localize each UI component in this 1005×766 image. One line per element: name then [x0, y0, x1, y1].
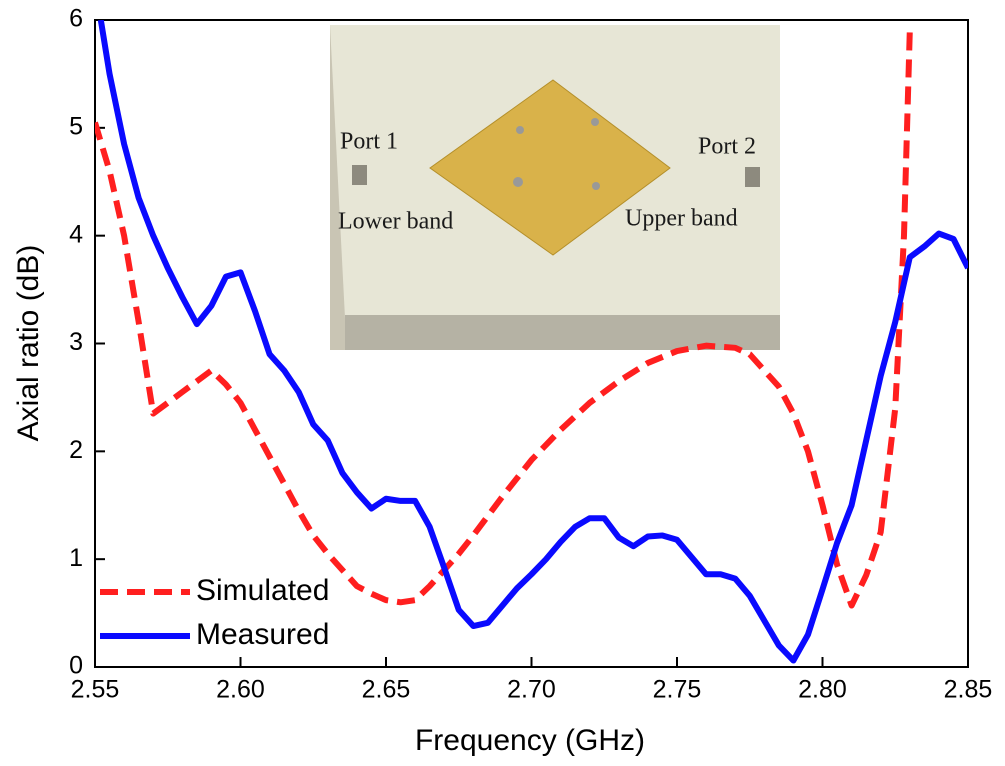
- y-tick-label: 6: [69, 5, 83, 33]
- x-tick-label: 2.70: [507, 676, 556, 704]
- legend-label: Measured: [196, 618, 329, 651]
- y-tick-label: 5: [69, 112, 83, 140]
- plot-area: [95, 20, 968, 664]
- inset-photo: Port 1 Port 2 Lower band Upper band: [330, 25, 780, 350]
- annotation: Port 2: [698, 134, 756, 160]
- x-tick-label: 2.55: [71, 676, 120, 704]
- x-axis-label: Frequency (GHz): [415, 724, 645, 757]
- y-tick-label: 2: [69, 436, 83, 464]
- annotation: Lower band: [338, 209, 453, 235]
- y-tick-label: 4: [69, 220, 83, 248]
- y-tick-label: 3: [69, 328, 83, 356]
- x-tick-label: 2.80: [798, 676, 847, 704]
- y-tick-label: 0: [69, 652, 83, 680]
- annotation: Upper band: [625, 206, 738, 232]
- x-tick-label: 2.85: [944, 676, 993, 704]
- annotation: Port 1: [340, 129, 398, 155]
- x-tick-label: 2.60: [216, 676, 265, 704]
- legend-label: Simulated: [196, 574, 329, 607]
- x-tick-label: 2.75: [653, 676, 702, 704]
- data-line: [95, 30, 913, 609]
- x-tick-label: 2.65: [362, 676, 411, 704]
- y-axis-label: Axial ratio (dB): [12, 245, 45, 442]
- data-line: [97, 20, 968, 664]
- y-tick-label: 1: [69, 544, 83, 572]
